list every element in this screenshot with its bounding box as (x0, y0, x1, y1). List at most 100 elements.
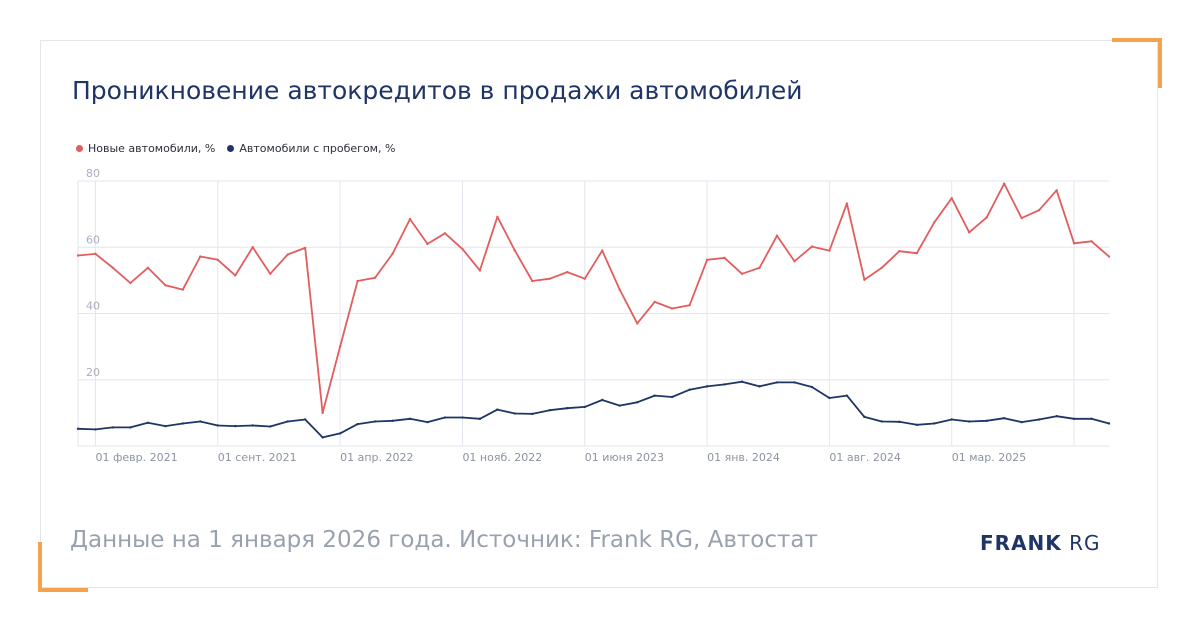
data-point (181, 288, 185, 291)
data-point (601, 398, 604, 402)
data-point (461, 247, 464, 251)
data-point (863, 278, 866, 281)
data-point (129, 281, 132, 285)
data-point (723, 383, 726, 386)
data-point (635, 322, 639, 325)
data-point (566, 407, 569, 410)
data-point (199, 420, 202, 423)
data-point (1107, 422, 1111, 425)
data-point (1055, 189, 1058, 192)
data-point (548, 277, 552, 280)
data-point (303, 418, 307, 421)
data-point (810, 385, 814, 389)
legend-label-new: Новые автомобили, % (88, 142, 216, 155)
data-point (146, 421, 150, 425)
data-point (933, 221, 936, 224)
y-tick-label: 40 (86, 300, 100, 313)
data-point (94, 428, 97, 431)
data-point (828, 396, 831, 400)
data-point (216, 258, 219, 262)
data-point (111, 426, 115, 429)
data-point (321, 411, 324, 415)
x-tick-label: 01 июня 2023 (585, 451, 664, 464)
source-note: Данные на 1 января 2026 года. Источник: … (70, 527, 818, 553)
data-point (391, 252, 394, 256)
data-point (653, 300, 656, 304)
x-tick-label: 01 сент. 2021 (218, 451, 297, 464)
data-point (76, 427, 80, 430)
data-point (880, 420, 884, 423)
data-point (583, 405, 586, 409)
data-point (618, 404, 621, 407)
data-point (933, 422, 936, 425)
legend-label-used: Автомобили с пробегом, % (239, 142, 396, 155)
data-point (950, 197, 953, 200)
data-point (251, 246, 254, 249)
data-point (356, 279, 359, 283)
data-point (793, 381, 796, 384)
data-point (653, 394, 656, 397)
data-point (111, 266, 115, 269)
corner-accent-top-right (1112, 38, 1162, 42)
data-point (985, 216, 988, 219)
data-point (985, 419, 988, 423)
data-point (688, 388, 691, 391)
data-point (915, 252, 918, 255)
data-point (670, 395, 674, 399)
data-point (461, 416, 464, 419)
data-point (531, 279, 534, 283)
data-point (775, 234, 779, 237)
data-point (513, 412, 517, 415)
data-point (1090, 417, 1093, 421)
data-point (723, 256, 726, 260)
data-point (968, 231, 971, 234)
data-point (443, 232, 447, 235)
frank-rg-logo: FRANK RG (980, 531, 1101, 555)
data-point (408, 217, 412, 221)
data-point (1107, 255, 1111, 258)
data-point (601, 249, 604, 252)
data-point (566, 270, 569, 274)
data-point (286, 253, 289, 256)
data-point (1072, 242, 1076, 245)
data-point (1090, 240, 1093, 243)
x-tick-label: 01 нояб. 2022 (462, 451, 542, 464)
data-point (898, 250, 901, 253)
data-point (775, 381, 779, 384)
data-point (810, 245, 814, 248)
data-point (426, 242, 429, 246)
data-point (950, 418, 953, 421)
data-point (758, 385, 761, 388)
data-point (251, 424, 254, 427)
data-point (338, 432, 342, 435)
x-tick-label: 01 апр. 2022 (340, 451, 413, 464)
data-point (1020, 420, 1023, 424)
data-point (496, 408, 499, 411)
data-point (391, 419, 394, 423)
data-point (129, 426, 132, 429)
x-tick-label: 01 мар. 2025 (952, 451, 1027, 464)
y-tick-label: 60 (86, 233, 100, 246)
data-point (968, 420, 971, 423)
data-point (880, 266, 884, 269)
data-point (76, 254, 80, 257)
legend: Новые автомобили, % Автомобили с пробего… (76, 142, 395, 155)
data-point (426, 420, 429, 424)
data-point (356, 422, 359, 426)
data-point (164, 284, 167, 287)
legend-item-new[interactable]: Новые автомобили, % (76, 142, 215, 155)
data-point (618, 288, 621, 291)
y-tick-label: 80 (86, 167, 100, 180)
data-point (373, 420, 377, 423)
data-point (1055, 414, 1058, 418)
legend-dot-new (76, 145, 83, 152)
series-line-new-cars (77, 182, 1110, 414)
data-point (513, 249, 517, 252)
series-line-used-cars (77, 380, 1110, 439)
legend-item-used[interactable]: Автомобили с пробегом, % (227, 142, 395, 155)
corner-accent-top-right (1158, 38, 1162, 88)
data-point (234, 274, 237, 277)
data-point (269, 272, 272, 275)
logo-frank: FRANK (980, 531, 1062, 555)
